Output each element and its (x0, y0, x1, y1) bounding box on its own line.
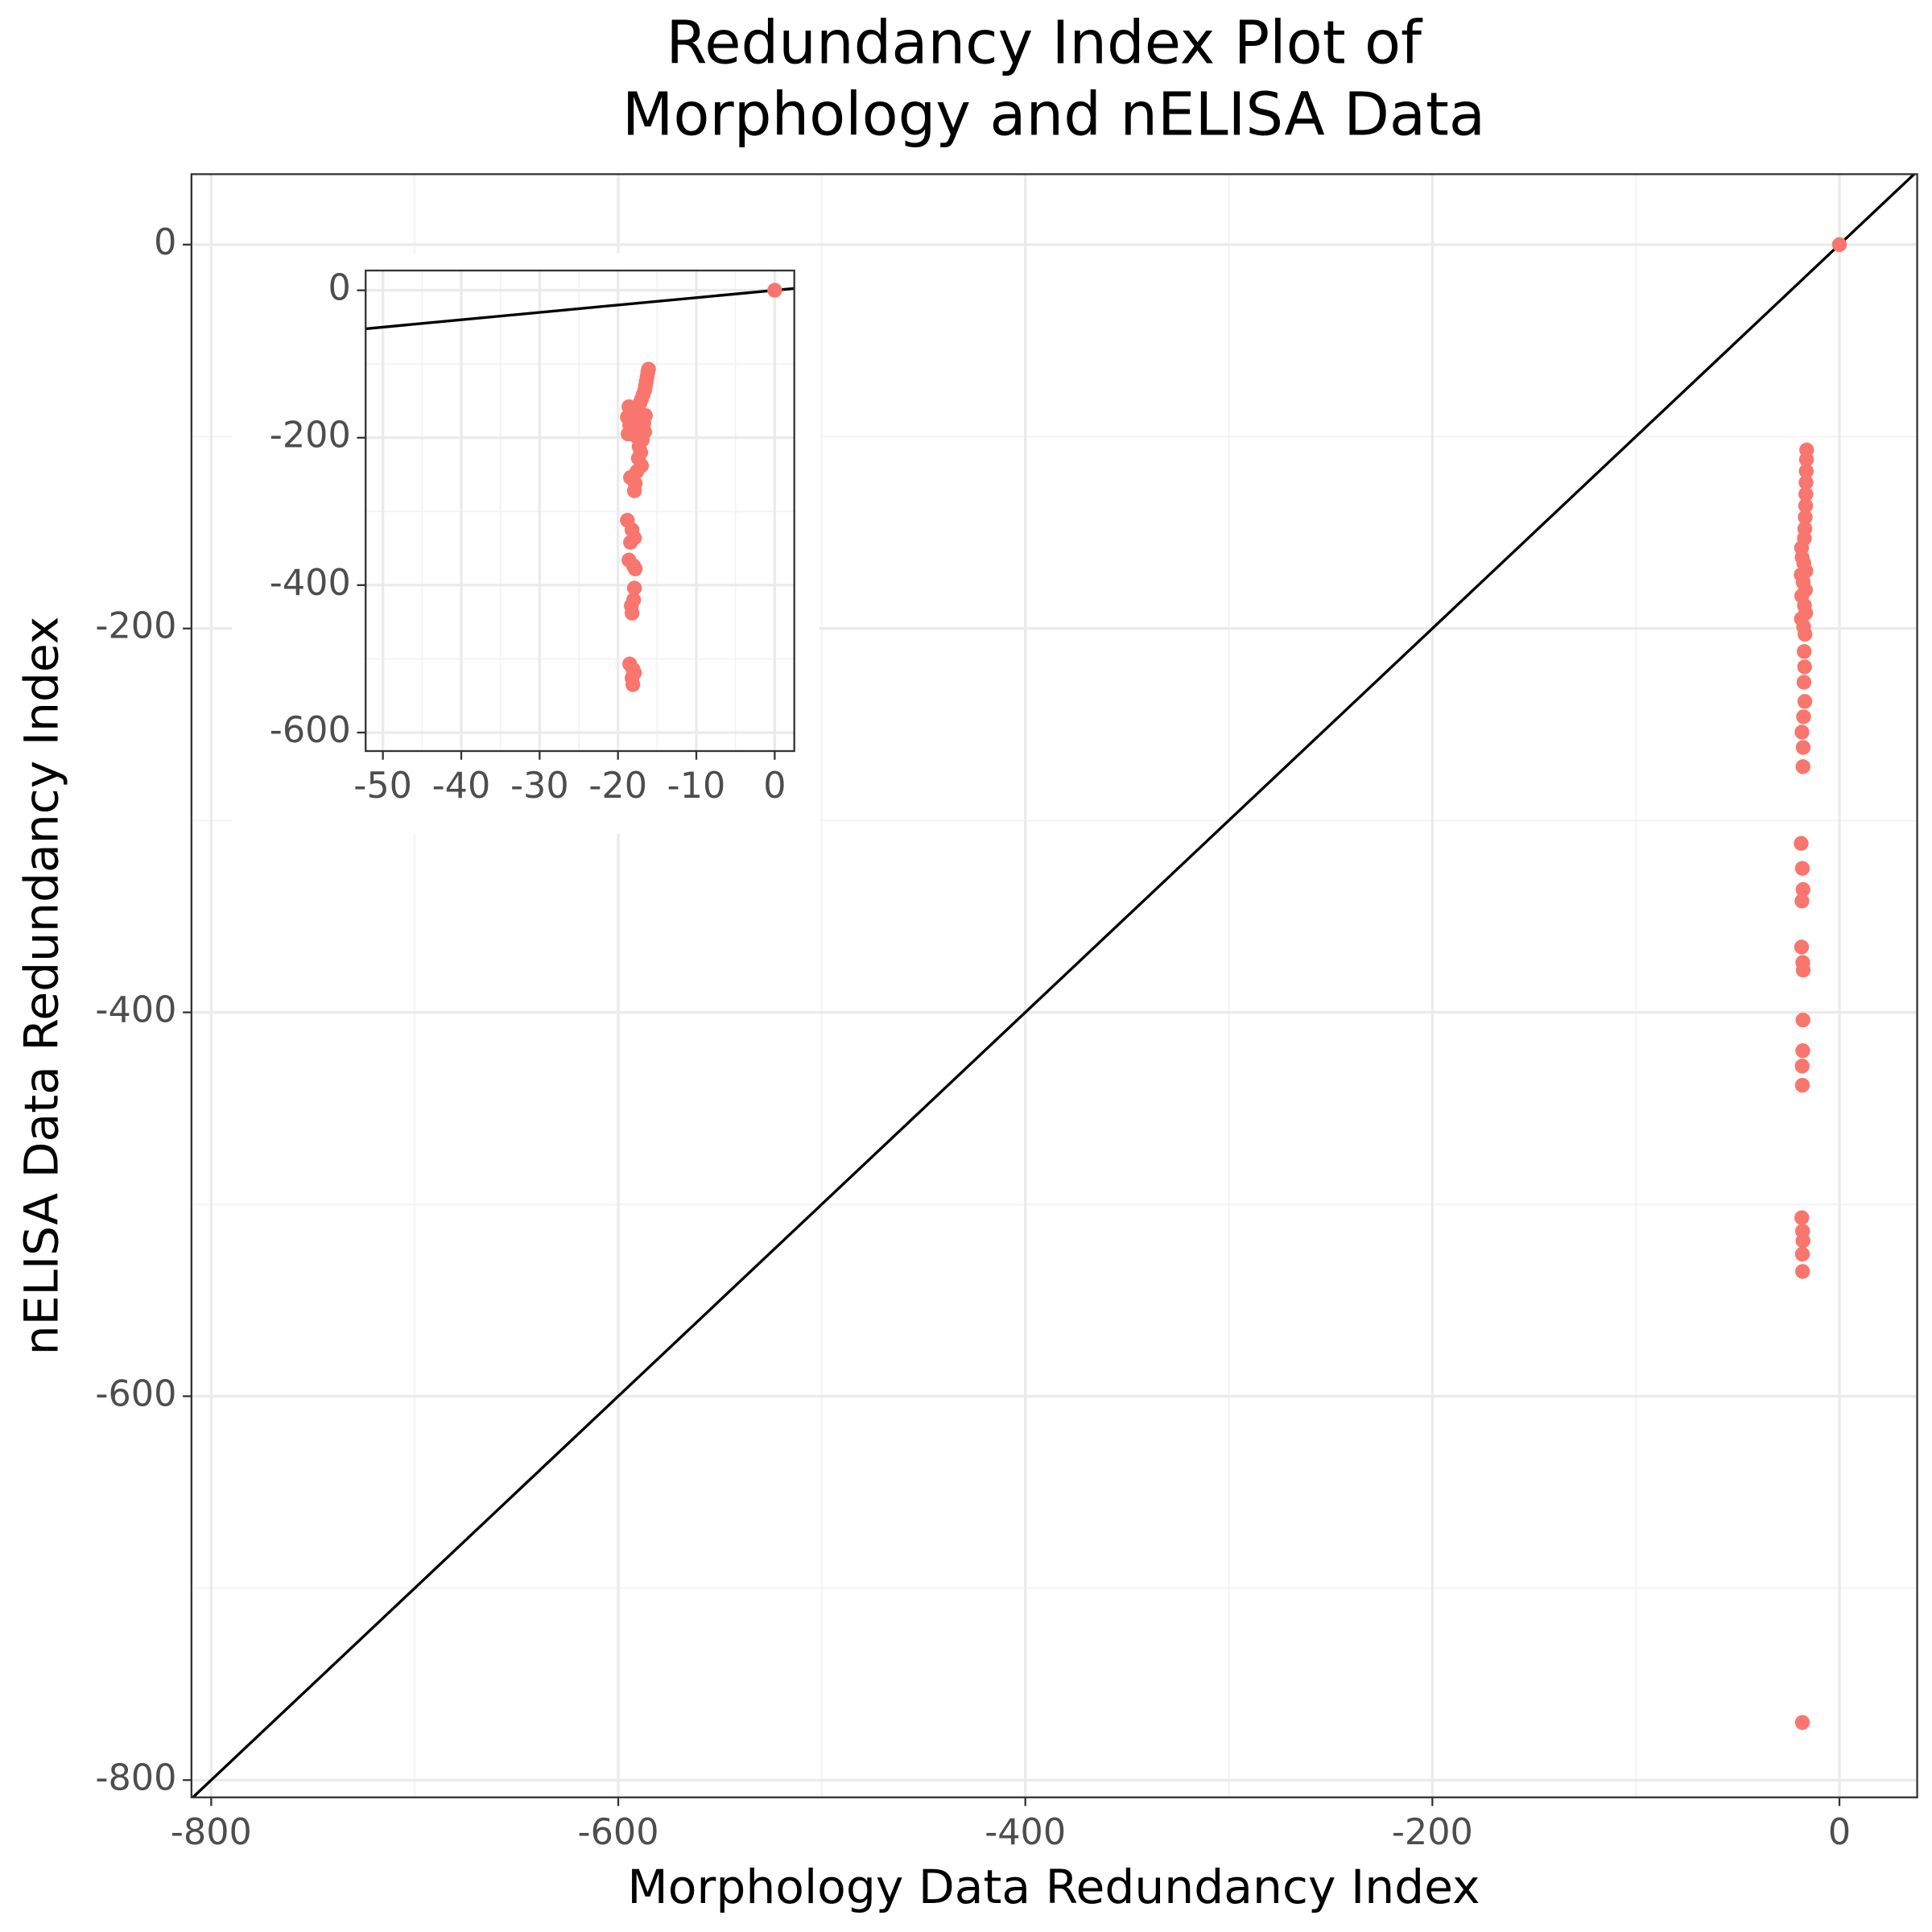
point (767, 283, 782, 298)
point (1831, 237, 1847, 253)
x-tick-label: -40 (432, 766, 491, 807)
point (1794, 1077, 1810, 1093)
point (1795, 881, 1810, 898)
point (1798, 452, 1814, 468)
x-tick-label: -600 (578, 1812, 659, 1853)
point (1798, 475, 1814, 490)
point (1797, 694, 1813, 709)
chart-title: Redundancy Index Plot of (666, 9, 1423, 77)
x-tick-label: -10 (667, 766, 726, 807)
point (1796, 675, 1812, 690)
point (1795, 1012, 1810, 1028)
y-tick-label: -400 (270, 563, 351, 604)
plot-area (191, 174, 1917, 1798)
x-tick-label: 0 (763, 766, 786, 807)
point (1794, 1210, 1810, 1225)
point (1797, 659, 1812, 675)
y-tick-label: -400 (95, 990, 176, 1031)
point (1798, 464, 1814, 479)
point (1795, 1043, 1810, 1059)
point (1795, 759, 1810, 774)
x-tick-label: -30 (510, 766, 569, 807)
point (1798, 510, 1813, 525)
y-tick-label: -600 (95, 1373, 176, 1414)
point (627, 561, 643, 576)
y-tick-label: -200 (95, 606, 176, 647)
y-tick-label: 0 (154, 222, 176, 263)
point (624, 605, 640, 621)
x-tick-label: 0 (1828, 1812, 1851, 1853)
point (1795, 962, 1811, 978)
x-tick-label: -20 (588, 766, 647, 807)
x-axis-title: Morphology Data Redundancy Index (627, 1860, 1480, 1914)
x-tick-label: -200 (1392, 1812, 1473, 1853)
reference-line (191, 174, 1917, 1798)
point (1798, 486, 1814, 502)
y-axis-title: nELISA Data Redundancy Index (14, 617, 68, 1356)
point (1795, 1264, 1810, 1279)
point (1794, 1059, 1810, 1074)
point (1797, 644, 1812, 659)
chart-title: Morphology and nELISA Data (622, 80, 1485, 149)
y-tick-label: -600 (270, 710, 351, 751)
point (1794, 724, 1810, 740)
x-tick-label: -400 (985, 1812, 1066, 1853)
x-tick-label: -50 (353, 766, 412, 807)
point (1794, 894, 1810, 909)
point (1794, 1715, 1810, 1730)
y-tick-label: 0 (328, 268, 350, 309)
y-tick-label: -200 (270, 415, 351, 456)
reference-line (365, 287, 795, 331)
point (1795, 740, 1811, 755)
point (626, 483, 642, 498)
y-tick-label: -800 (95, 1757, 176, 1798)
panel-border (190, 173, 1918, 1798)
point (1798, 497, 1814, 514)
plot-area (365, 283, 795, 692)
point (1796, 709, 1811, 724)
point (625, 677, 641, 692)
x-tick-label: -800 (171, 1812, 252, 1853)
point (1795, 1233, 1810, 1249)
panel-border (365, 269, 795, 753)
point (1794, 861, 1810, 876)
point (623, 535, 638, 550)
point (1794, 939, 1810, 955)
point (626, 580, 642, 596)
point (1794, 836, 1809, 851)
point (1794, 1246, 1810, 1262)
point (1798, 626, 1813, 642)
